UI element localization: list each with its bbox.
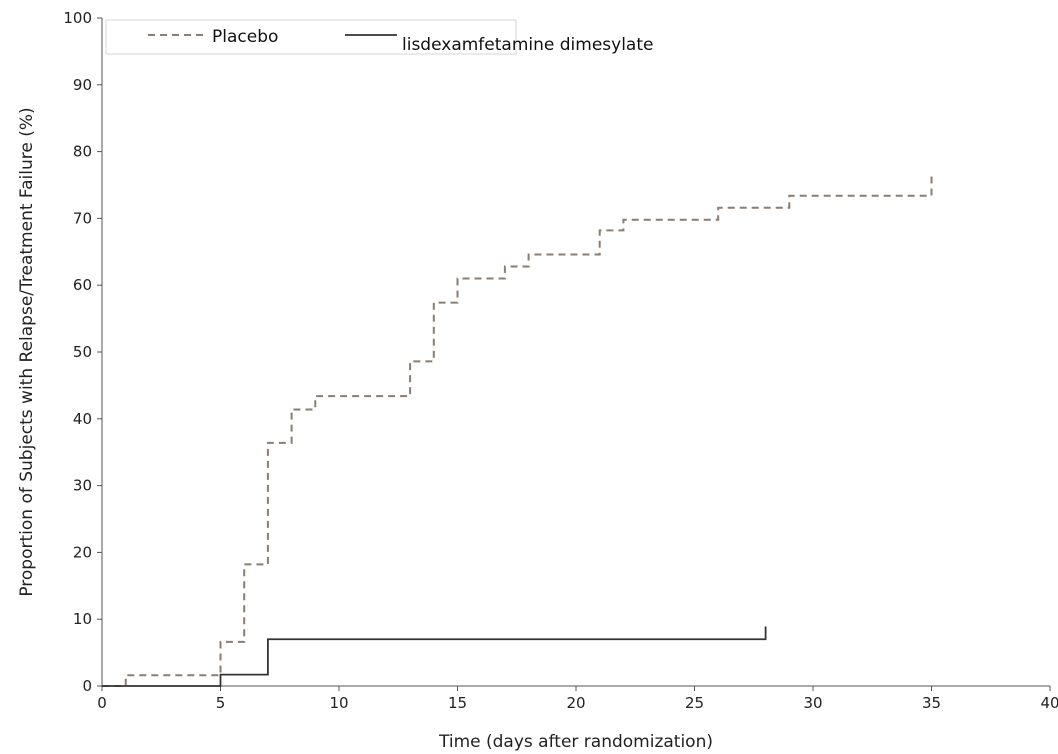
y-tick-label: 30 bbox=[73, 477, 92, 495]
y-tick-label: 90 bbox=[73, 76, 92, 94]
series-layer bbox=[102, 171, 933, 687]
x-ticks: 0 5 10 15 20 25 30 35 40 bbox=[97, 686, 1058, 712]
y-tick-label: 100 bbox=[63, 9, 92, 27]
y-tick-label: 60 bbox=[73, 276, 92, 294]
y-tick-label: 40 bbox=[73, 410, 92, 428]
legend-box bbox=[105, 19, 517, 55]
y-tick-label: 80 bbox=[73, 143, 92, 161]
y-tick-label: 50 bbox=[73, 343, 92, 361]
y-tick-label: 10 bbox=[73, 610, 92, 628]
x-tick-label: 40 bbox=[1040, 694, 1058, 712]
x-tick-label: 0 bbox=[97, 694, 107, 712]
x-tick-label: 10 bbox=[329, 694, 348, 712]
x-tick-label: 35 bbox=[922, 694, 941, 712]
x-tick-label: 30 bbox=[803, 694, 822, 712]
y-tick-label: 20 bbox=[73, 543, 92, 561]
series-line-lisdexamfetamine bbox=[102, 626, 767, 687]
y-tick-label: 0 bbox=[82, 677, 92, 695]
x-tick-label: 25 bbox=[685, 694, 704, 712]
y-ticks: 0 10 20 30 40 50 60 70 80 90 100 bbox=[63, 9, 102, 695]
series-line-placebo bbox=[102, 171, 933, 687]
x-axis-label: Time (days after randomization) bbox=[438, 732, 713, 752]
y-tick-label: 70 bbox=[73, 209, 92, 227]
x-tick-label: 15 bbox=[448, 694, 467, 712]
legend-label-placebo: Placebo bbox=[212, 27, 278, 47]
x-tick-label: 5 bbox=[216, 694, 226, 712]
y-axis-label: Proportion of Subjects with Relapse/Trea… bbox=[17, 107, 37, 596]
x-tick-label: 20 bbox=[566, 694, 585, 712]
legend-label-lisdexamfetamine: lisdexamfetamine dimesylate bbox=[402, 35, 653, 55]
legend: Placebo lisdexamfetamine dimesylate bbox=[105, 19, 653, 55]
